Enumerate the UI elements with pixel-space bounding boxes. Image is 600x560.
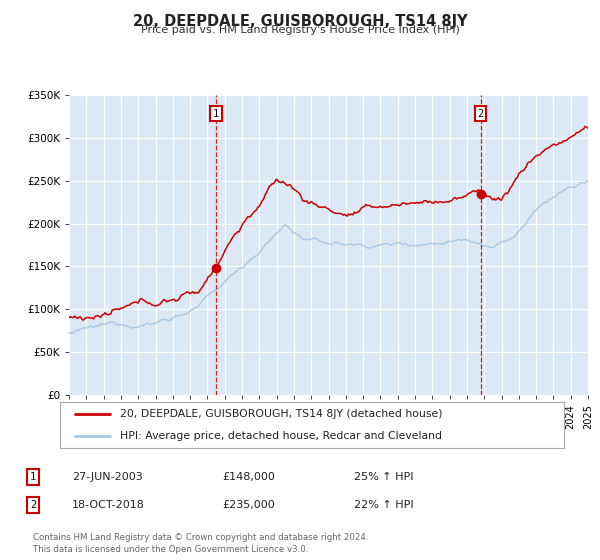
Text: 20, DEEPDALE, GUISBOROUGH, TS14 8JY (detached house): 20, DEEPDALE, GUISBOROUGH, TS14 8JY (det… <box>121 409 443 419</box>
Text: 1: 1 <box>213 109 219 119</box>
Text: HPI: Average price, detached house, Redcar and Cleveland: HPI: Average price, detached house, Redc… <box>121 431 442 441</box>
Text: Contains HM Land Registry data © Crown copyright and database right 2024.
This d: Contains HM Land Registry data © Crown c… <box>33 533 368 554</box>
Text: 2: 2 <box>30 500 36 510</box>
Text: 18-OCT-2018: 18-OCT-2018 <box>72 500 145 510</box>
Text: 20, DEEPDALE, GUISBOROUGH, TS14 8JY: 20, DEEPDALE, GUISBOROUGH, TS14 8JY <box>133 14 467 29</box>
Text: 27-JUN-2003: 27-JUN-2003 <box>72 472 143 482</box>
Text: 25% ↑ HPI: 25% ↑ HPI <box>354 472 413 482</box>
Text: Price paid vs. HM Land Registry's House Price Index (HPI): Price paid vs. HM Land Registry's House … <box>140 25 460 35</box>
Text: 22% ↑ HPI: 22% ↑ HPI <box>354 500 413 510</box>
Text: £148,000: £148,000 <box>222 472 275 482</box>
Text: £235,000: £235,000 <box>222 500 275 510</box>
Text: 2: 2 <box>478 109 484 119</box>
Text: 1: 1 <box>30 472 36 482</box>
